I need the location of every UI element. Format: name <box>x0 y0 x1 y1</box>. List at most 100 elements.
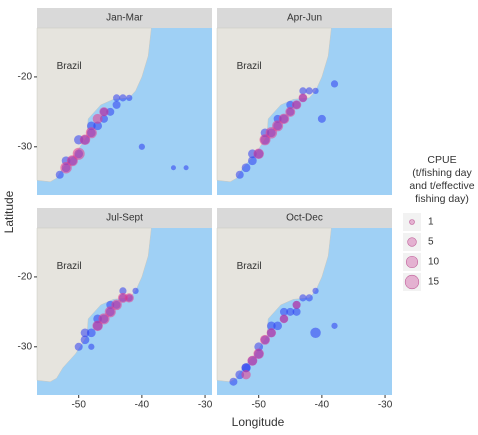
cpue-point <box>278 113 290 125</box>
cpue-point <box>106 107 115 116</box>
cpue-point <box>317 114 326 123</box>
cpue-point <box>85 127 97 139</box>
cpue-point <box>92 320 103 332</box>
cpue-point <box>99 107 109 117</box>
cpue-point <box>260 334 270 345</box>
cpue-point <box>253 348 264 360</box>
cpue-point <box>312 87 319 95</box>
cpue-point <box>291 100 302 110</box>
cpue-point <box>286 100 295 109</box>
cpue-point <box>266 321 276 331</box>
cpue-point <box>292 300 301 309</box>
cpue-point <box>273 321 283 331</box>
x-tick-label: -40 <box>315 400 330 411</box>
land <box>216 27 332 182</box>
cpue-point <box>126 94 133 101</box>
cpue-point <box>111 299 122 311</box>
legend-title: CPUE (t/fishing day and t/effective fishing… <box>409 154 474 205</box>
y-tick-label: -30 <box>18 141 33 152</box>
y-tick-label: -20 <box>18 272 33 283</box>
cpue-point <box>330 80 339 88</box>
cpue-point <box>272 120 284 132</box>
cpue-point <box>241 363 251 373</box>
facet-strip <box>37 208 212 228</box>
facet-strip <box>37 8 212 28</box>
x-tick-label: -50 <box>71 400 86 411</box>
legend-symbol <box>409 219 415 225</box>
cpue-point <box>299 87 307 95</box>
legend-label: 1 <box>428 217 434 228</box>
cpue-point <box>74 342 83 351</box>
cpue-point <box>312 287 319 295</box>
x-tick-label: -30 <box>378 400 393 411</box>
cpue-point <box>93 121 103 131</box>
y-axis-label: Latitude <box>2 190 16 233</box>
cpue-point <box>285 106 296 117</box>
cpue-point <box>229 377 238 386</box>
cpue-point <box>183 165 189 171</box>
cpue-point <box>170 165 176 171</box>
cpue-point <box>248 156 257 166</box>
legend-symbol <box>404 274 420 290</box>
legend-label: 15 <box>428 277 440 288</box>
map-label: Brazil <box>57 261 82 272</box>
land <box>36 27 152 182</box>
cpue-point <box>286 307 295 316</box>
cpue-point <box>88 343 95 350</box>
cpue-point <box>305 87 313 95</box>
facet-title: Apr-Jun <box>287 13 322 24</box>
map-label: Brazil <box>237 261 262 272</box>
cpue-point <box>247 355 258 366</box>
cpue-point <box>104 306 116 318</box>
cpue-point <box>112 100 121 109</box>
cpue-point <box>72 147 85 160</box>
cpue-point <box>113 94 121 102</box>
cpue-point <box>299 294 307 302</box>
cpue-point <box>266 328 277 338</box>
cpue-point <box>92 113 103 124</box>
facet-strip <box>217 208 392 228</box>
legend-label: 5 <box>428 237 434 248</box>
y-tick-label: -20 <box>18 72 33 83</box>
legend-label: 10 <box>428 257 440 268</box>
cpue-point <box>254 342 264 352</box>
cpue-point <box>80 328 90 338</box>
cpue-point <box>119 94 127 102</box>
land <box>36 227 152 382</box>
cpue-point <box>241 370 251 380</box>
x-tick-label: -30 <box>198 400 213 411</box>
cpue-point <box>279 314 289 324</box>
cpue-point <box>331 322 338 329</box>
legend-symbol <box>407 237 417 247</box>
legend-symbol <box>405 255 419 269</box>
cpue-point <box>138 143 145 150</box>
facet-title: Oct-Dec <box>286 213 323 224</box>
facet-strip <box>217 8 392 28</box>
cpue-point <box>132 287 139 295</box>
cpue-point <box>124 293 134 303</box>
cpue-point <box>279 307 288 316</box>
cpue-point <box>292 307 301 316</box>
cpue-point <box>310 327 321 339</box>
cpue-point <box>235 370 245 380</box>
x-axis-label: Longitude <box>232 415 285 429</box>
cpue-point <box>241 163 251 173</box>
x-tick-label: -40 <box>135 400 150 411</box>
cpue-point <box>235 170 244 179</box>
cpue-point <box>80 335 90 345</box>
cpue-point <box>86 328 96 338</box>
y-tick-label: -30 <box>18 341 33 352</box>
x-tick-label: -50 <box>251 400 266 411</box>
cpue-point <box>298 93 308 103</box>
cpue-point <box>98 313 110 325</box>
facet-title: Jul-Sept <box>106 213 143 224</box>
cpue-point <box>305 294 313 302</box>
cpue-point <box>79 134 91 146</box>
cpue-point <box>253 148 264 160</box>
cpue-point <box>55 170 64 179</box>
facet-title: Jan-Mar <box>106 13 143 24</box>
map-label: Brazil <box>57 61 82 72</box>
cpue-point <box>119 287 127 295</box>
map-label: Brazil <box>237 61 262 72</box>
